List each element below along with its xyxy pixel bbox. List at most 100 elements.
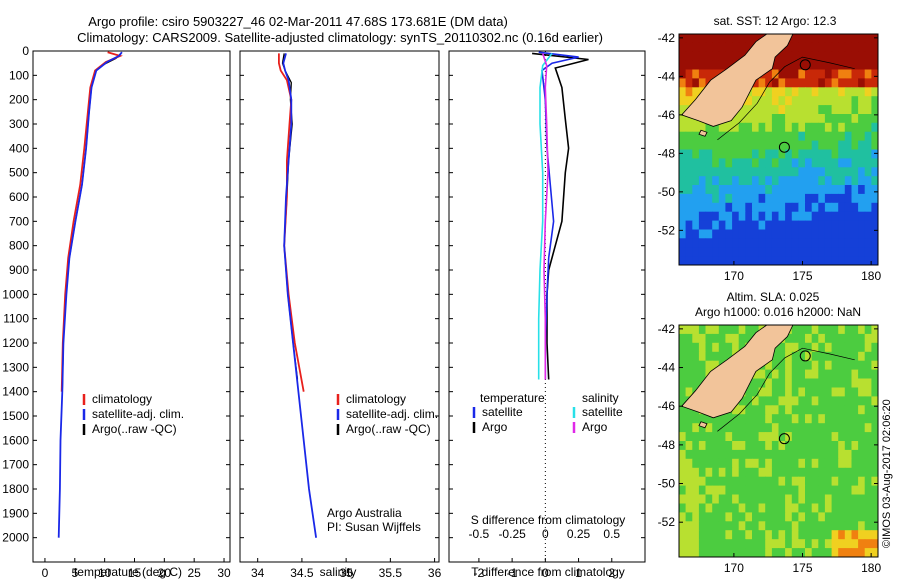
- map-cell: [851, 167, 859, 177]
- map-cell: [705, 333, 713, 344]
- map-cell: [778, 360, 786, 371]
- map-cell: [805, 122, 813, 133]
- map-cell: [725, 34, 733, 44]
- map-cell: [679, 229, 687, 239]
- map-cell: [679, 548, 687, 557]
- map-cell: [818, 476, 826, 487]
- map-cell: [811, 351, 819, 362]
- map-cell: [732, 176, 740, 186]
- map-cell: [725, 414, 733, 424]
- map-cell: [831, 229, 839, 239]
- map-cell: [705, 220, 713, 231]
- map-cell: [778, 449, 786, 460]
- map-cell: [785, 342, 793, 353]
- map-cell: [771, 193, 780, 204]
- map-cell: [685, 530, 693, 540]
- map-cell: [864, 176, 872, 186]
- map-cell: [785, 51, 793, 62]
- map-cell: [818, 34, 826, 44]
- map-cell: [838, 105, 846, 115]
- map-cell: [851, 51, 859, 62]
- map-cell: [818, 167, 826, 177]
- argo-position-marker: [778, 433, 790, 445]
- map-cell: [778, 78, 786, 88]
- map-cell: [818, 467, 826, 478]
- map-cell: [871, 414, 878, 424]
- map-cell: [771, 512, 780, 522]
- map-cell: [785, 193, 793, 204]
- lat-tick-label: -50: [658, 477, 676, 491]
- map-cell: [805, 229, 813, 239]
- y-tick-label: 700: [9, 214, 29, 228]
- map-cell: [765, 229, 773, 239]
- map-cell: [844, 87, 852, 97]
- map-cell: [858, 78, 866, 88]
- map-cell: [858, 512, 866, 522]
- map-cell: [778, 521, 786, 531]
- map-cell: [791, 387, 799, 397]
- map-cell: [818, 396, 826, 406]
- map-cell: [864, 414, 872, 424]
- map-cell: [791, 449, 799, 460]
- map-cell: [798, 405, 806, 415]
- map-cell: [791, 530, 799, 540]
- map-cell: [811, 114, 819, 124]
- legend-t-satellite-label: satellite: [482, 405, 523, 419]
- map-cell: [705, 449, 713, 460]
- map-cell: [718, 539, 726, 549]
- map-cell: [725, 131, 733, 142]
- map-cell: [738, 441, 746, 451]
- map-cell: [685, 149, 693, 159]
- map-cell: [712, 122, 720, 133]
- map-cell: [798, 476, 806, 487]
- map-cell: [765, 476, 773, 487]
- map-cell: [824, 158, 833, 168]
- map-cell: [685, 69, 693, 79]
- map-cell: [851, 476, 859, 487]
- map-cell: [778, 105, 786, 115]
- map-cell: [692, 247, 700, 257]
- map-cell: [824, 360, 833, 371]
- map-cell: [738, 158, 746, 168]
- map-cell: [791, 114, 799, 124]
- map-cell: [685, 369, 693, 380]
- map-cell: [831, 387, 839, 397]
- map-cell: [778, 405, 786, 415]
- map-cell: [818, 176, 826, 186]
- map-cell: [679, 369, 687, 380]
- x-tick-label: 34.5: [290, 566, 314, 580]
- map-cell: [685, 247, 693, 257]
- map-cell: [838, 369, 846, 380]
- map-cell: [679, 34, 687, 44]
- map-cell: [745, 42, 753, 53]
- map-cell: [871, 211, 878, 222]
- map-cell: [838, 176, 846, 186]
- map-cell: [698, 351, 707, 362]
- s-tick-label: -0.25: [498, 527, 526, 541]
- map-cell: [811, 378, 819, 388]
- map-cell: [824, 51, 833, 62]
- legend-s-satellite-label: satellite: [582, 405, 623, 419]
- map-cell: [798, 167, 806, 177]
- map-cell: [745, 256, 753, 265]
- map-cell: [851, 342, 859, 353]
- map-cell: [858, 396, 866, 406]
- map-cell: [818, 485, 826, 496]
- map-cell: [798, 467, 806, 478]
- map-cell: [752, 87, 760, 97]
- map-cell: [745, 149, 753, 159]
- legend-title-salinity: salinity: [582, 391, 619, 405]
- y-tick-label: 1300: [2, 360, 29, 374]
- map-cell: [685, 60, 693, 71]
- map-cell: [805, 539, 813, 549]
- map-cell: [844, 521, 852, 531]
- map-cell: [818, 149, 826, 159]
- map-cell: [778, 176, 786, 186]
- map-cell: [732, 149, 740, 159]
- map-cell: [851, 387, 859, 397]
- map-cell: [692, 530, 700, 540]
- map-cell: [752, 122, 760, 133]
- map-cell: [818, 351, 826, 362]
- y-tick-label: 900: [9, 263, 29, 277]
- bathymetry-contour: [717, 347, 855, 432]
